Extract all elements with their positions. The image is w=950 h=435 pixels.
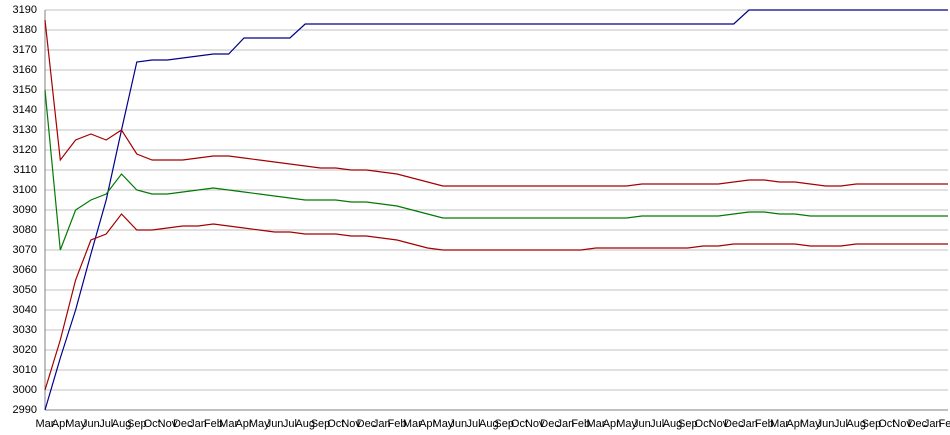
x-tick-label: May (65, 418, 86, 430)
x-tick-label: Jan (189, 418, 207, 430)
y-tick-label: 3050 (13, 284, 37, 296)
x-tick-label: Sep (494, 418, 514, 430)
x-tick-label: Jan (740, 418, 758, 430)
x-tick-label: Jan (556, 418, 574, 430)
x-tick-label: Oct (144, 418, 161, 430)
x-tick-label: Feb (939, 418, 950, 430)
x-tick-label: May (800, 418, 821, 430)
series-line (44, 213, 948, 391)
x-tick-label: Jun (449, 418, 467, 430)
y-tick-label: 3160 (13, 64, 37, 76)
x-tick-label: Feb (755, 418, 774, 430)
y-tick-label: 3170 (13, 44, 37, 56)
x-tick-label: Sep (862, 418, 882, 430)
x-tick-label: Jul (99, 418, 113, 430)
x-tick-label: Jan (373, 418, 391, 430)
y-tick-label: 3120 (13, 144, 37, 156)
x-tick-label: Apr (235, 418, 252, 430)
y-tick-label: 3030 (13, 324, 37, 336)
x-tick-label: Mar (770, 418, 789, 430)
x-tick-label: Aug (295, 418, 315, 430)
x-tick-label: Aug (846, 418, 866, 430)
y-tick-label: 3180 (13, 24, 37, 36)
x-tick-label: Jun (633, 418, 651, 430)
y-tick-label: 3150 (13, 84, 37, 96)
x-tick-label: Dec (724, 418, 744, 430)
x-tick-label: May (616, 418, 637, 430)
x-tick-label: Dec (357, 418, 377, 430)
x-tick-label: Aug (479, 418, 499, 430)
x-tick-label: Aug (112, 418, 132, 430)
series-line (44, 9, 948, 411)
x-tick-label: Nov (158, 418, 178, 430)
x-tick-label: Apr (786, 418, 803, 430)
y-tick-label: 3090 (13, 204, 37, 216)
x-tick-label: Nov (341, 418, 361, 430)
x-tick-label: Sep (127, 418, 147, 430)
x-tick-label: Jun (82, 418, 100, 430)
x-tick-label: May (433, 418, 454, 430)
series-line (44, 89, 948, 251)
x-tick-label: Jun (266, 418, 284, 430)
x-tick-label: Apr (603, 418, 620, 430)
y-tick-label: 3130 (13, 124, 37, 136)
y-tick-label: 3110 (13, 164, 37, 176)
y-tick-label: 3100 (13, 184, 37, 196)
y-tick-label: 3060 (13, 264, 37, 276)
x-tick-label: Oct (327, 418, 344, 430)
x-tick-label: Dec (540, 418, 560, 430)
x-tick-label: Jul (283, 418, 297, 430)
x-tick-label: Nov (525, 418, 545, 430)
series-line (44, 19, 948, 187)
x-tick-label: Jul (467, 418, 481, 430)
x-tick-label: Oct (878, 418, 895, 430)
y-tick-label: 3020 (13, 344, 37, 356)
x-tick-label: Oct (695, 418, 712, 430)
x-tick-label: Mar (587, 418, 606, 430)
x-tick-label: Apr (52, 418, 69, 430)
y-tick-label: 3010 (13, 364, 37, 376)
y-tick-label: 3140 (13, 104, 37, 116)
x-tick-label: Nov (709, 418, 729, 430)
x-tick-label: Mar (403, 418, 422, 430)
y-tick-label: 3080 (13, 224, 37, 236)
x-tick-label: Apr (419, 418, 436, 430)
y-tick-label: 3000 (13, 384, 37, 396)
x-tick-label: Sep (678, 418, 698, 430)
x-tick-label: Feb (204, 418, 223, 430)
x-tick-label: Mar (219, 418, 238, 430)
y-tick-label: 3040 (13, 304, 37, 316)
x-tick-label: Jul (834, 418, 848, 430)
x-tick-label: Dec (908, 418, 928, 430)
x-tick-label: Sep (311, 418, 331, 430)
x-tick-label: Feb (388, 418, 407, 430)
x-tick-label: Jun (817, 418, 835, 430)
y-tick-label: 3190 (13, 4, 37, 16)
x-tick-label: Aug (663, 418, 683, 430)
x-tick-label: Dec (173, 418, 193, 430)
y-tick-label: 3070 (13, 244, 37, 256)
x-tick-label: Oct (511, 418, 528, 430)
x-tick-label: Mar (36, 418, 55, 430)
x-tick-label: Jan (924, 418, 942, 430)
x-tick-label: Nov (892, 418, 912, 430)
y-tick-label: 2990 (13, 404, 37, 416)
x-tick-label: Jul (650, 418, 664, 430)
x-tick-label: May (249, 418, 270, 430)
x-tick-label: Feb (571, 418, 590, 430)
